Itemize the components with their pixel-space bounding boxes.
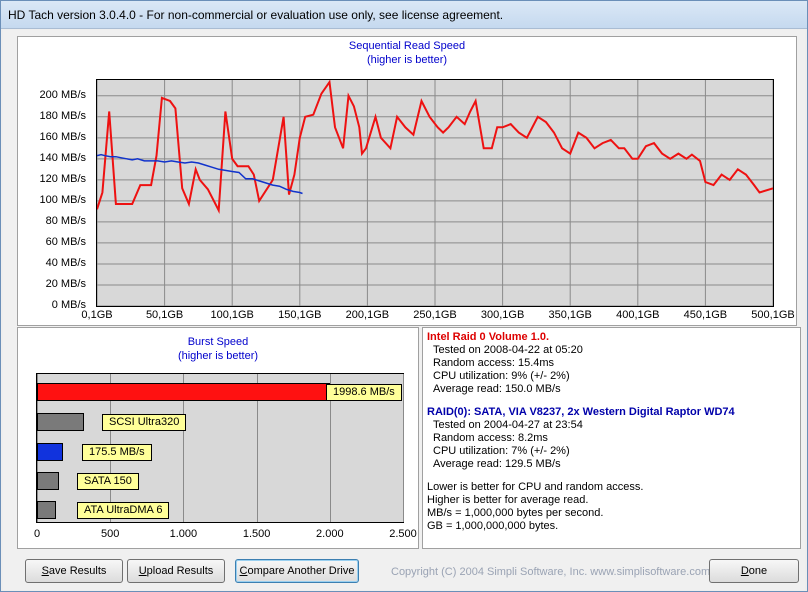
x-tick-label: 250,1GB bbox=[413, 309, 457, 321]
drive2-average-read: Average read: 129.5 MB/s bbox=[433, 458, 561, 470]
drive2-cpu: CPU utilization: 7% (+/- 2%) bbox=[433, 445, 570, 457]
burst-grid-line bbox=[403, 374, 404, 522]
x-tick-label: 50,1GB bbox=[145, 309, 184, 321]
x-tick-label: 150,1GB bbox=[278, 309, 322, 321]
burst-plot-area: 1998.6 MB/s SCSI Ultra320 175.5 MB/s SATA 1… bbox=[36, 373, 404, 523]
burst-x-tick-label: 2.000 bbox=[316, 528, 344, 540]
drive2-tested: Tested on 2004-04-27 at 23:54 bbox=[433, 419, 583, 431]
burst-bar bbox=[37, 472, 59, 490]
y-tick-label: 140 MB/s bbox=[39, 151, 86, 164]
burst-bar bbox=[37, 383, 330, 401]
x-tick-label: 0,1GB bbox=[81, 309, 113, 321]
x-tick-label: 500,1GB bbox=[751, 309, 795, 321]
burst-grid-line bbox=[183, 374, 185, 522]
burst-bar bbox=[37, 501, 57, 519]
burst-title: Burst Speed bbox=[187, 336, 249, 348]
y-tick-label: 20 MB/s bbox=[45, 277, 86, 290]
x-tick-label: 200,1GB bbox=[345, 309, 390, 321]
y-tick-label: 120 MB/s bbox=[39, 172, 86, 185]
chart-title: Sequential Read Speed bbox=[348, 40, 466, 52]
x-tick-label: 350,1GB bbox=[548, 309, 592, 321]
client-area: Sequential Read Speed (higher is better)… bbox=[3, 30, 805, 590]
burst-x-tick-label: 500 bbox=[101, 528, 120, 540]
note-line: GB = 1,000,000,000 bytes. bbox=[427, 520, 559, 532]
burst-bar-label: ATA UltraDMA 6 bbox=[77, 502, 170, 519]
burst-speed-panel: Burst Speed (higher is better) 1998.6 MB… bbox=[17, 327, 419, 549]
compare-another-drive-button[interactable]: Compare Another Drive bbox=[235, 559, 359, 583]
drive1-name: Intel Raid 0 Volume 1.0. bbox=[427, 331, 550, 343]
y-tick-label: 180 MB/s bbox=[39, 109, 86, 122]
burst-bar bbox=[37, 443, 63, 461]
note-line: MB/s = 1,000,000 bytes per second. bbox=[427, 507, 604, 519]
drive2-name: RAID(0): SATA, VIA V8237, 2x Western Dig… bbox=[427, 406, 735, 418]
burst-subtitle: (higher is better) bbox=[177, 350, 259, 362]
y-tick-label: 40 MB/s bbox=[45, 256, 86, 269]
burst-x-tick-label: 1.000 bbox=[169, 528, 198, 540]
upload-results-button[interactable]: Upload Results bbox=[127, 559, 225, 583]
burst-grid-line bbox=[329, 374, 331, 522]
x-tick-label: 100,1GB bbox=[210, 309, 254, 321]
drive1-tested: Tested on 2008-04-22 at 05:20 bbox=[433, 344, 583, 356]
burst-bar-label: 175.5 MB/s bbox=[82, 444, 152, 461]
drive1-cpu: CPU utilization: 9% (+/- 2%) bbox=[433, 370, 570, 382]
window-title: HD Tach version 3.0.4.0 - For non-commer… bbox=[8, 8, 504, 22]
sequential-chart-svg bbox=[96, 79, 774, 307]
series-red-line bbox=[96, 79, 774, 214]
burst-bar-label: SATA 150 bbox=[77, 473, 139, 490]
results-info-panel: Intel Raid 0 Volume 1.0. Tested on 2008-… bbox=[422, 327, 801, 549]
drive1-average-read: Average read: 150.0 MB/s bbox=[433, 383, 561, 395]
copyright-text: Copyright (C) 2004 Simpli Software, Inc.… bbox=[391, 566, 711, 578]
y-tick-label: 60 MB/s bbox=[45, 235, 86, 248]
x-tick-label: 300,1GB bbox=[480, 309, 525, 321]
x-tick-label: 450,1GB bbox=[683, 309, 728, 321]
chart-subtitle: (higher is better) bbox=[366, 54, 448, 66]
save-results-button[interactable]: Save Results bbox=[25, 559, 123, 583]
drive2-random-access: Random access: 8.2ms bbox=[433, 432, 548, 444]
burst-bar-label: SCSI Ultra320 bbox=[102, 414, 187, 431]
burst-x-tick-label: 0 bbox=[33, 528, 41, 540]
done-button[interactable]: Done bbox=[709, 559, 799, 583]
y-tick-label: 100 MB/s bbox=[39, 193, 86, 206]
series-blue-line bbox=[96, 153, 303, 195]
note-line: Higher is better for average read. bbox=[427, 494, 589, 506]
y-tick-label: 160 MB/s bbox=[39, 130, 86, 143]
title-bar[interactable]: HD Tach version 3.0.4.0 - For non-commer… bbox=[1, 1, 807, 29]
burst-bar-label: 1998.6 MB/s bbox=[326, 384, 402, 401]
y-tick-label: 0 MB/s bbox=[51, 299, 86, 311]
y-tick-label: 200 MB/s bbox=[39, 88, 86, 101]
burst-x-tick-label: 1.500 bbox=[242, 528, 271, 540]
notes: Lower is better for CPU and random acces… bbox=[427, 481, 796, 533]
x-tick-label: 400,1GB bbox=[616, 309, 660, 321]
note-line: Lower is better for CPU and random acces… bbox=[427, 481, 644, 493]
burst-grid-line bbox=[256, 374, 258, 522]
plot-area bbox=[96, 79, 774, 307]
burst-bar bbox=[37, 413, 84, 431]
sequential-read-panel: Sequential Read Speed (higher is better)… bbox=[17, 36, 797, 326]
drive1-random-access: Random access: 15.4ms bbox=[433, 357, 555, 369]
y-tick-label: 80 MB/s bbox=[45, 214, 86, 227]
burst-x-tick-label: 2.500 bbox=[389, 528, 417, 540]
